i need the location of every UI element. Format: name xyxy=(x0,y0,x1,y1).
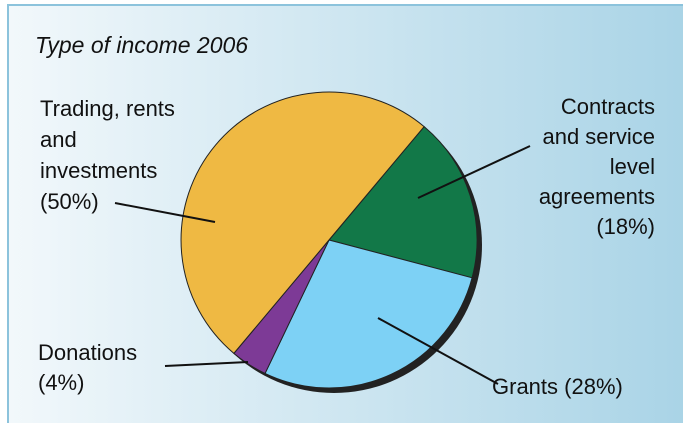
leader-lines xyxy=(114,145,531,385)
chart-title: Type of income 2006 xyxy=(35,32,248,58)
value-label: (28%) xyxy=(564,374,623,399)
category-label: Contracts and service level agreements xyxy=(538,94,655,209)
slices xyxy=(180,91,478,389)
leader-line xyxy=(377,317,499,385)
leader-line xyxy=(417,145,531,199)
category-label: Trading, rents and investments xyxy=(40,96,175,183)
slice-label: Trading, rents and investments (50%) xyxy=(40,93,175,217)
value-label: (18%) xyxy=(596,214,655,239)
category-label: Donations xyxy=(38,340,138,365)
value-label: (50%) xyxy=(40,189,99,214)
leader-line xyxy=(114,202,216,223)
value-label: (4%) xyxy=(38,370,85,395)
pie-slice xyxy=(328,125,478,279)
leader-line xyxy=(164,361,249,367)
category-label: Grants xyxy=(492,374,559,399)
pie-slice xyxy=(264,239,473,389)
slice-label: Grants (28%) xyxy=(492,372,623,402)
pie-slice xyxy=(180,91,425,355)
slice-label: Contracts and service level agreements (1… xyxy=(539,92,655,242)
slice-label: Donations (4%) xyxy=(38,338,137,398)
